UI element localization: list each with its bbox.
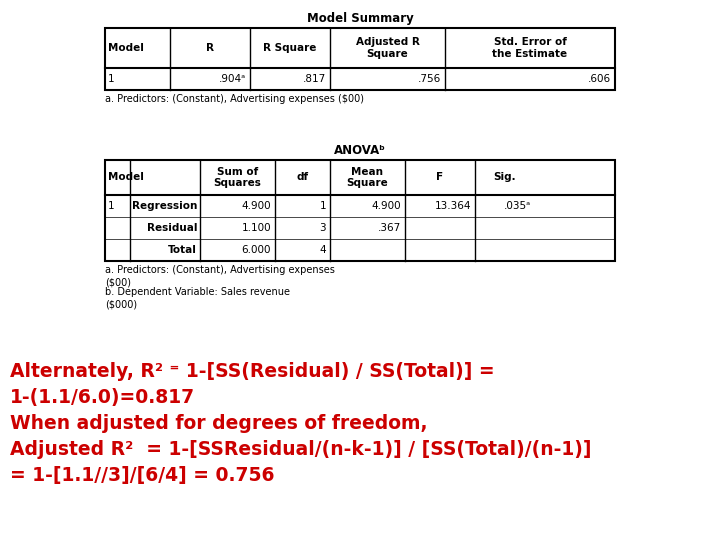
Text: a. Predictors: (Constant), Advertising expenses
($00): a. Predictors: (Constant), Advertising e… [105, 265, 335, 287]
Text: 4: 4 [320, 245, 326, 255]
Text: .756: .756 [418, 74, 441, 84]
Text: 6.000: 6.000 [241, 245, 271, 255]
Text: .817: .817 [302, 74, 326, 84]
Text: Adjusted R²  = 1-[SSResidual/(n-k-1)] / [SS(Total)/(n-1)]: Adjusted R² = 1-[SSResidual/(n-k-1)] / [… [10, 440, 592, 459]
Text: b. Dependent Variable: Sales revenue
($000): b. Dependent Variable: Sales revenue ($0… [105, 287, 290, 309]
Bar [105, 160, 615, 261]
Text: Mean
Square: Mean Square [346, 167, 388, 188]
Text: 4.900: 4.900 [372, 201, 401, 211]
Text: Total: Total [168, 245, 197, 255]
Text: Alternately, R² ⁼ 1-[SS(Residual) / SS(Total)] =: Alternately, R² ⁼ 1-[SS(Residual) / SS(T… [10, 362, 495, 381]
Text: Model Summary: Model Summary [307, 12, 413, 25]
Text: 1-(1.1/6.0)=0.817: 1-(1.1/6.0)=0.817 [10, 388, 195, 407]
Text: R: R [206, 43, 214, 53]
Bar [105, 28, 615, 90]
Text: Residual: Residual [146, 223, 197, 233]
Text: Sig.: Sig. [494, 172, 516, 183]
Text: 4.900: 4.900 [241, 201, 271, 211]
Text: 13.364: 13.364 [434, 201, 471, 211]
Text: Sum of
Squares: Sum of Squares [214, 167, 261, 188]
Text: 1: 1 [320, 201, 326, 211]
Text: a. Predictors: (Constant), Advertising expenses ($00): a. Predictors: (Constant), Advertising e… [105, 94, 364, 104]
Text: R Square: R Square [264, 43, 317, 53]
Text: 1.100: 1.100 [241, 223, 271, 233]
Text: Model: Model [108, 172, 144, 183]
Text: df: df [297, 172, 309, 183]
Text: .606: .606 [588, 74, 611, 84]
Text: = 1-[1.1//3]/[6/4] = 0.756: = 1-[1.1//3]/[6/4] = 0.756 [10, 466, 274, 485]
Text: Regression: Regression [132, 201, 197, 211]
Text: Std. Error of
the Estimate: Std. Error of the Estimate [492, 37, 567, 59]
Text: Model: Model [108, 43, 144, 53]
Text: ANOVAᵇ: ANOVAᵇ [334, 144, 386, 157]
Text: 1: 1 [108, 74, 114, 84]
Text: F: F [436, 172, 444, 183]
Text: .035ᵃ: .035ᵃ [504, 201, 531, 211]
Text: 1: 1 [108, 201, 114, 211]
Text: 3: 3 [320, 223, 326, 233]
Text: .904ᵃ: .904ᵃ [219, 74, 246, 84]
Text: .367: .367 [378, 223, 401, 233]
Text: Adjusted R
Square: Adjusted R Square [356, 37, 420, 59]
Text: When adjusted for degrees of freedom,: When adjusted for degrees of freedom, [10, 414, 428, 433]
